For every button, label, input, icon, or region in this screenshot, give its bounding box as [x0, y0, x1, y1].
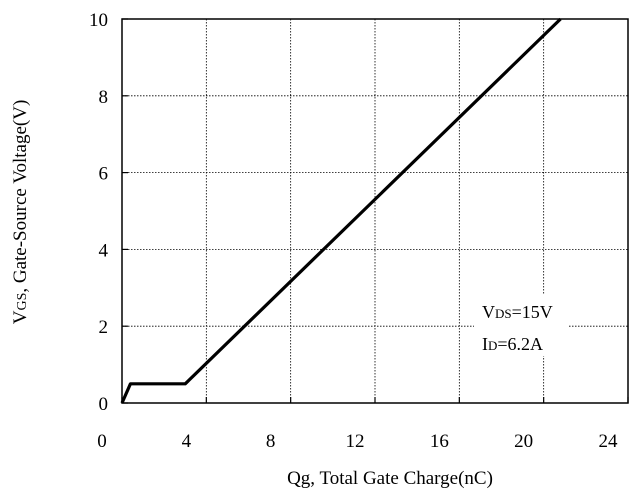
- y-tick-label: 6: [99, 164, 109, 185]
- series: [120, 17, 562, 404]
- grid: [122, 19, 628, 403]
- annotation-box: [474, 294, 568, 356]
- x-tick-label: 16: [430, 431, 449, 452]
- y-tick-label: 0: [99, 394, 109, 415]
- x-axis-label: Qg, Total Gate Charge(nC): [287, 468, 493, 489]
- y-tick-label: 10: [89, 10, 108, 31]
- series-line-0: [120, 17, 562, 404]
- x-tick-label: 4: [182, 431, 192, 452]
- y-tick-label: 8: [99, 87, 109, 108]
- y-tick-label: 2: [99, 317, 109, 338]
- x-tick-label: 0: [97, 431, 107, 452]
- y-tick-label: 4: [99, 240, 109, 261]
- annotation-vds: VDS=15V: [482, 302, 553, 322]
- x-tick-label: 20: [514, 431, 533, 452]
- annotation-id: ID=6.2A: [482, 334, 543, 354]
- x-tick-label: 8: [266, 431, 276, 452]
- x-tick-label: 24: [599, 431, 619, 452]
- y-axis-label: VGS, Gate-Source Voltage(V): [10, 100, 31, 325]
- x-tick-label: 12: [346, 431, 365, 452]
